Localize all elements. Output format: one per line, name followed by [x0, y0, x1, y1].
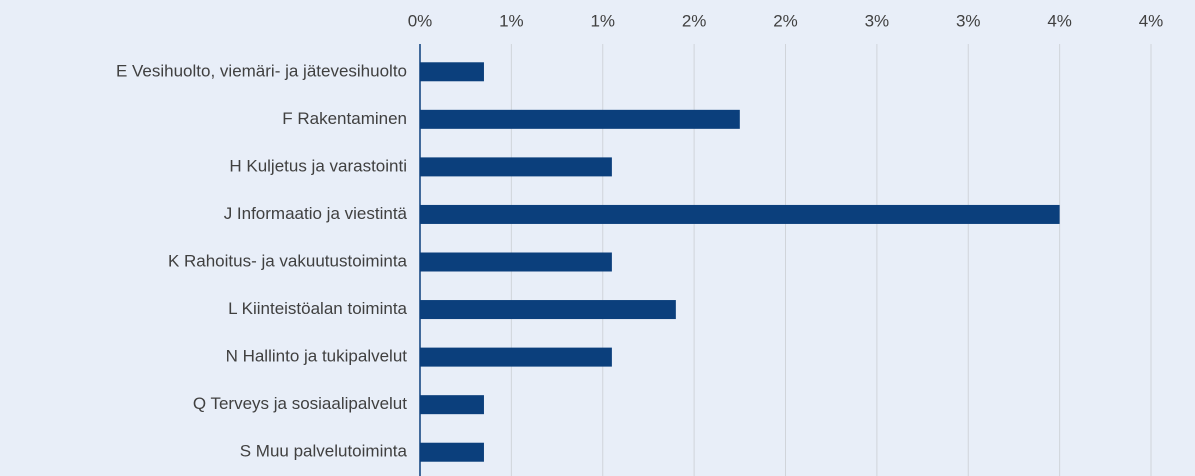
x-tick-label: 1% [499, 11, 524, 30]
bar [420, 347, 612, 367]
bar [420, 204, 1060, 224]
x-tick-label: 2% [773, 11, 798, 30]
x-tick-label: 0% [408, 11, 433, 30]
y-tick-label: Q Terveys ja sosiaalipalvelut [193, 394, 407, 413]
bar [420, 157, 612, 177]
bar [420, 300, 676, 320]
y-tick-label: N Hallinto ja tukipalvelut [226, 347, 408, 366]
bar [420, 442, 484, 462]
y-tick-label: H Kuljetus ja varastointi [229, 156, 407, 175]
x-tick-label: 2% [682, 11, 707, 30]
y-tick-label: K Rahoitus- ja vakuutustoiminta [168, 251, 408, 270]
x-tick-label: 3% [956, 11, 981, 30]
bar [420, 62, 484, 82]
x-tick-label: 4% [1139, 11, 1164, 30]
bar [420, 109, 740, 129]
bar [420, 252, 612, 272]
y-tick-label: E Vesihuolto, viemäri- ja jätevesihuolto [116, 61, 407, 80]
y-tick-label: F Rakentaminen [282, 109, 407, 128]
y-tick-label: L Kiinteistöalan toiminta [228, 299, 407, 318]
y-tick-label: J Informaatio ja viestintä [224, 204, 408, 223]
x-tick-label: 1% [590, 11, 615, 30]
x-tick-label: 3% [865, 11, 890, 30]
y-tick-label: S Muu palvelutoiminta [240, 442, 408, 461]
bar [420, 395, 484, 415]
x-tick-label: 4% [1047, 11, 1072, 30]
